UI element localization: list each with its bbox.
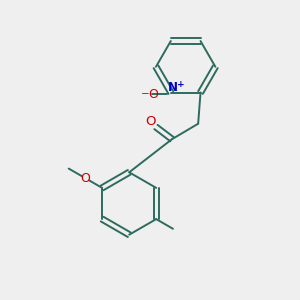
Text: O: O (80, 172, 90, 185)
Text: O: O (145, 115, 156, 128)
Text: +: + (176, 80, 184, 89)
Text: O: O (148, 88, 158, 100)
Text: −: − (141, 89, 149, 99)
Text: N: N (168, 81, 178, 94)
